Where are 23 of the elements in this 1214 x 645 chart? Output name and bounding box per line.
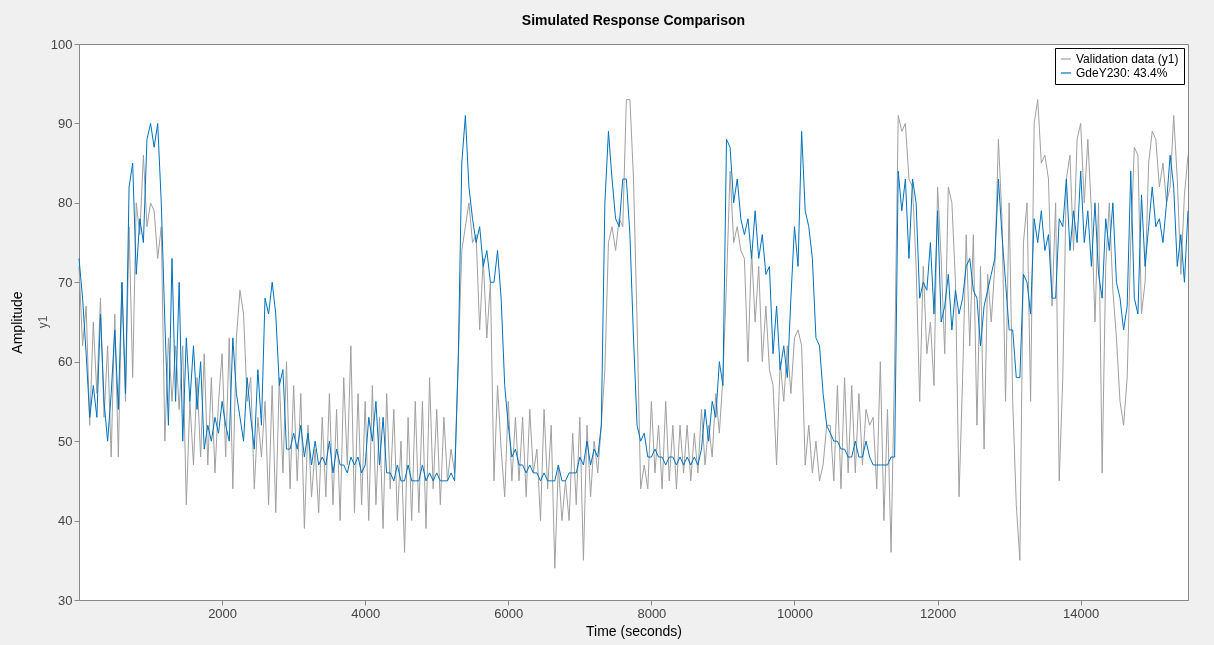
x-tick-label: 14000 [1063,605,1100,621]
x-tick-label: 8000 [637,605,667,621]
x-tick-label: 12000 [920,605,957,621]
line-series [78,99,1189,569]
x-tick-label: 10000 [776,605,814,621]
chart-title: Simulated Response Comparison [521,12,746,28]
x-tick-label: 4000 [351,605,381,621]
y-tick-label: 30 [58,592,73,608]
x-tick-label: 6000 [494,605,524,621]
y-tick-label: 50 [58,433,73,449]
y-tick-label: 100 [50,36,73,52]
y-tick-label: 90 [58,115,73,131]
y-tick-label: 70 [58,274,73,290]
x-tick-label: 2000 [208,605,238,621]
text: y1 [36,315,50,329]
y-tick-label: 40 [58,513,73,529]
y-axis-title: Amplitude [8,291,25,354]
y-tick-label: 80 [58,195,73,211]
legend-label: Validation data (y1) [1076,52,1179,66]
legend-label: GdeY230: 43.4% [1076,66,1168,80]
y-tick-label: 60 [58,354,73,370]
x-axis-title: Time (seconds) [586,622,682,639]
line-series [78,114,1189,482]
